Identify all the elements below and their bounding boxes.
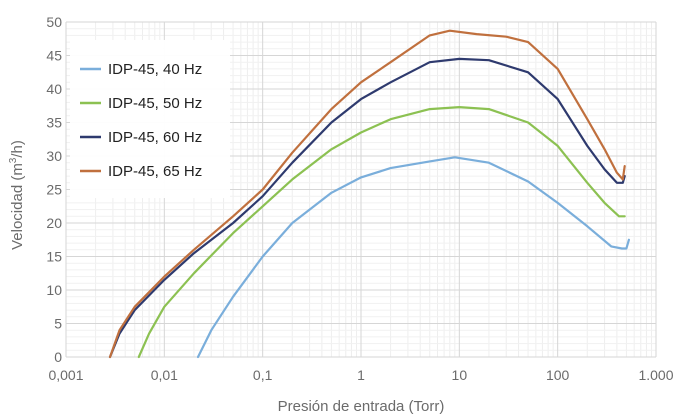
x-tick-label: 0,001	[48, 367, 83, 383]
x-tick-label: 0,1	[253, 367, 273, 383]
legend-label-2: IDP-45, 50 Hz	[108, 95, 202, 112]
y-tick-label: 15	[46, 249, 62, 265]
y-tick-label: 25	[46, 182, 62, 198]
y-tick-label: 0	[54, 349, 62, 365]
x-tick-labels: 0,001 0,01 0,1 1 10 100 1.000	[48, 367, 673, 383]
x-tick-label: 10	[452, 367, 468, 383]
legend-label-3: IDP-45, 60 Hz	[108, 129, 202, 146]
y-axis-label-end: /h)	[9, 140, 26, 158]
y-axis-label: Velocidad (m3/h)	[8, 140, 26, 250]
x-axis-label: Presión de entrada (Torr)	[278, 398, 445, 415]
x-tick-label: 100	[546, 367, 570, 383]
y-tick-label: 30	[46, 148, 62, 164]
y-tick-label: 40	[46, 81, 62, 97]
y-tick-label: 5	[54, 316, 62, 332]
y-tick-labels: 0 5 10 15 20 25 30 35 40 45 50	[46, 14, 62, 365]
legend-label-4: IDP-45, 65 Hz	[108, 163, 202, 180]
y-tick-label: 50	[46, 14, 62, 30]
legend: IDP-45, 40 Hz IDP-45, 50 Hz IDP-45, 60 Hz I…	[70, 40, 230, 198]
x-tick-label: 1.000	[638, 367, 673, 383]
y-tick-label: 10	[46, 282, 62, 298]
y-axis-label-main: Velocidad (m	[9, 163, 26, 250]
y-tick-label: 20	[46, 215, 62, 231]
x-tick-label: 1	[357, 367, 365, 383]
x-tick-label: 0,01	[151, 367, 178, 383]
y-tick-label: 35	[46, 115, 62, 131]
y-tick-label: 45	[46, 48, 62, 64]
legend-label-1: IDP-45, 40 Hz	[108, 61, 202, 78]
